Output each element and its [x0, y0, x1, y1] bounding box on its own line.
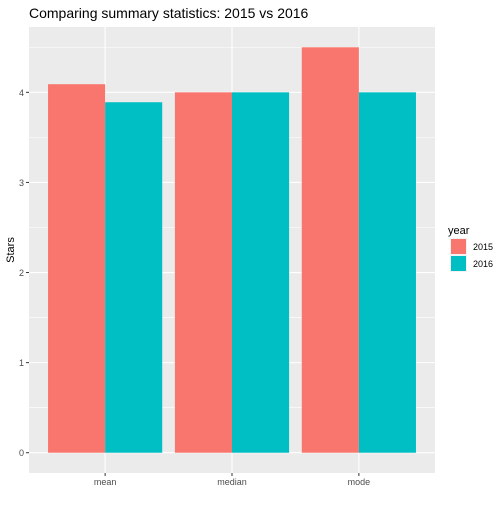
y-tick-label: 3 [19, 178, 24, 188]
legend-key-2016 [451, 256, 466, 271]
legend: year 2015 2016 [448, 225, 493, 272]
y-axis-label: Stars [5, 237, 17, 263]
bar-median-2016 [232, 92, 290, 453]
bars-group [48, 47, 416, 453]
bar-mean-2015 [48, 84, 106, 453]
bar-median-2015 [174, 92, 232, 453]
legend-label-2016: 2016 [473, 259, 493, 269]
y-tick-label: 2 [19, 268, 24, 278]
x-tick-label: mode [348, 477, 371, 487]
y-tick-label: 4 [19, 88, 24, 98]
chart-title: Comparing summary statistics: 2015 vs 20… [29, 5, 309, 21]
y-axis: 0 1 2 3 4 [19, 88, 29, 458]
bar-mode-2015 [301, 47, 359, 453]
x-axis: mean median mode [94, 473, 370, 487]
y-tick-label: 0 [19, 448, 24, 458]
bar-mode-2016 [358, 92, 416, 453]
x-tick-label: mean [94, 477, 117, 487]
legend-title: year [448, 225, 470, 237]
x-tick-label: median [217, 477, 247, 487]
legend-key-2015 [451, 239, 466, 254]
legend-label-2015: 2015 [473, 242, 493, 252]
bar-mean-2016 [105, 102, 163, 453]
y-tick-label: 1 [19, 358, 24, 368]
